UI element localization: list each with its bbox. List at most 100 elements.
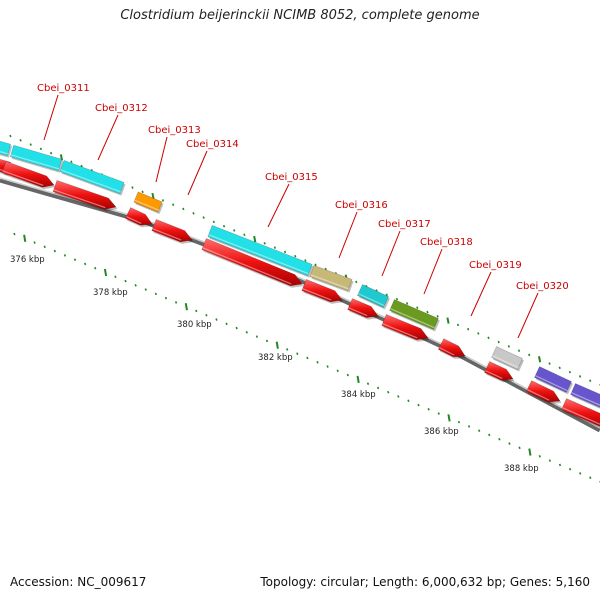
- lower-tick: [134, 284, 137, 287]
- scale-label-378-kbp: 378 kbp: [93, 288, 128, 298]
- leader-line-cbei-0319: [470, 271, 492, 317]
- lower-tick: [174, 301, 178, 304]
- cds-cbei-0316-highlight: [302, 288, 332, 301]
- lower-tick: [286, 348, 289, 351]
- lower-tick: [255, 335, 259, 338]
- cds-cbei-0319: [484, 361, 514, 381]
- upper-tick: [283, 250, 287, 254]
- lower-tick: [498, 437, 501, 441]
- scale-label-386-kbp: 386 kbp: [424, 427, 459, 437]
- scale-label-384-kbp: 384 kbp: [341, 390, 376, 400]
- accession-text: Accession: NC_009617: [10, 575, 147, 589]
- lower-tick: [366, 382, 370, 385]
- lower-tick: [397, 395, 400, 398]
- upper-tick: [202, 216, 205, 219]
- cds-cbei-0313-highlight: [126, 216, 142, 225]
- cds-cbei-0315: [201, 238, 303, 287]
- leader-line-cbei-0312: [97, 114, 119, 161]
- lower-tick: [195, 309, 198, 313]
- gene-feature-cbei-0310-outer: [0, 140, 12, 157]
- upper-tick: [324, 267, 327, 271]
- gene-label-cbei-0312: Cbei_0312: [95, 103, 148, 114]
- upper-tick: [172, 203, 175, 206]
- gene-feature-cbei-0317-outer: [357, 284, 389, 308]
- genome-backbone: [0, 177, 600, 433]
- lower-tick: [154, 292, 157, 296]
- lower-tick: [23, 234, 27, 242]
- upper-tick: [487, 336, 490, 340]
- upper-tick: [446, 317, 450, 324]
- gene-feature-cbei-0319-outer: [491, 346, 523, 370]
- lower-tick: [528, 448, 532, 456]
- lower-tick: [457, 420, 461, 424]
- lower-tick: [589, 476, 592, 480]
- scale-label-382-kbp: 382 kbp: [258, 353, 293, 363]
- lower-tick: [356, 375, 360, 384]
- upper-tick: [477, 332, 480, 335]
- upper-tick: [426, 310, 429, 314]
- lower-tick: [306, 356, 309, 360]
- upper-tick: [222, 224, 226, 228]
- cds-cbei-0317-highlight: [382, 323, 418, 339]
- lower-tick: [53, 249, 56, 253]
- gene-label-cbei-0320: Cbei_0320: [516, 281, 569, 292]
- gene-feature-cbei-0316-outer-highlight: [310, 274, 349, 290]
- scale-label-376-kbp: 376 kbp: [10, 255, 45, 265]
- lower-tick: [265, 339, 269, 343]
- gene-label-cbei-0316: Cbei_0316: [335, 200, 388, 211]
- upper-tick: [70, 160, 73, 164]
- cds-cbei-0320-highlight: [526, 389, 550, 401]
- upper-tick: [314, 263, 317, 267]
- upper-tick: [558, 366, 561, 370]
- upper-tick: [131, 186, 134, 189]
- cds-cbei-0314-highlight: [152, 228, 182, 241]
- cds-cbei-0317: [381, 314, 429, 341]
- leader-line-cbei-0314: [187, 150, 208, 196]
- cds-cbei-0311-highlight: [2, 170, 44, 186]
- lower-tick: [235, 326, 238, 330]
- gene-feature-cbei-0315-outer: [207, 225, 313, 276]
- lower-tick: [43, 245, 46, 249]
- cds-cbei-0321-highlight: [562, 407, 600, 425]
- upper-tick: [243, 233, 246, 237]
- lower-tick: [407, 399, 410, 403]
- upper-tick: [233, 229, 236, 232]
- lower-tick: [518, 446, 521, 450]
- lower-tick: [467, 425, 471, 428]
- cds-cbei-0312: [52, 179, 117, 210]
- gene-feature-cbei-0311-outer-highlight: [10, 154, 60, 170]
- map-title: Clostridium beijerinckii NCIMB 8052, com…: [120, 8, 480, 23]
- upper-tick: [29, 143, 32, 146]
- upper-tick: [436, 315, 439, 318]
- upper-tick: [537, 356, 542, 363]
- lower-tick: [215, 318, 218, 321]
- upper-tick: [19, 138, 22, 142]
- upper-tick: [456, 323, 460, 327]
- upper-tick: [151, 192, 155, 200]
- gene-feature-cbei-0317-outer-highlight: [358, 293, 385, 307]
- gene-label-cbei-0314: Cbei_0314: [186, 139, 239, 150]
- lower-tick: [144, 288, 147, 291]
- upper-tick: [9, 134, 12, 138]
- lower-tick: [225, 322, 228, 326]
- cds-cbei-0316: [301, 279, 343, 303]
- gene-feature-cbei-0311-outer: [9, 144, 63, 172]
- cds-cbei-0312-highlight: [53, 189, 106, 209]
- lower-tick: [336, 369, 339, 373]
- gene-feature-cbei-0315-outer-highlight: [208, 234, 309, 275]
- upper-tick: [192, 211, 195, 215]
- lower-tick: [103, 268, 108, 277]
- gene-feature-cbei-0312-outer: [59, 159, 125, 195]
- upper-tick: [49, 151, 53, 155]
- upper-tick: [253, 235, 257, 243]
- lower-tick: [114, 275, 117, 279]
- cds-cbei-0316b-highlight: [348, 307, 368, 317]
- leader-line-cbei-0320: [517, 292, 539, 339]
- scale-label-380-kbp: 380 kbp: [177, 320, 212, 330]
- gene-feature-cbei-0321-outer: [570, 383, 600, 408]
- cds-cbei-0314: [151, 219, 193, 243]
- lower-tick: [579, 472, 582, 475]
- gene-feature-cbei-0318-outer-highlight: [390, 308, 435, 329]
- cds-cbei-0319-highlight: [485, 370, 503, 379]
